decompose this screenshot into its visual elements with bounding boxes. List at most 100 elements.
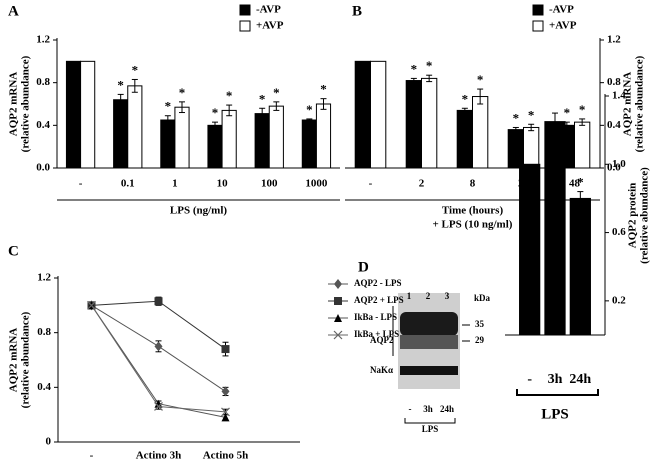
significance: * [462,91,469,106]
bar [301,119,317,169]
legend-swatch [239,4,251,16]
y-tick-label: 1.2 [37,272,51,284]
bar [113,99,129,169]
y-tick-label: 1.2 [36,34,50,46]
y-tick-label: 1.0 [612,158,626,170]
marker-label: 29 [475,335,485,345]
bar [80,60,96,169]
bar [127,85,143,169]
y-tick-label: 0.8 [607,76,621,88]
legend-label: IkBa + LPS [354,329,399,339]
condition-label: 3h [423,404,433,414]
marker [221,345,230,354]
bar [268,105,284,169]
bar [160,119,176,169]
bar [574,121,591,169]
significance: * [528,107,535,122]
x-tick-label: - [527,372,532,387]
y-tick-label: 0.8 [36,76,50,88]
x-tick-label: 10 [217,178,229,190]
error-bar [178,101,185,114]
blot-band [400,312,458,336]
legend-label: +AVP [256,20,284,32]
legend-label: IkBa - LPS [354,312,397,322]
marker [154,297,163,306]
significance: * [411,61,418,76]
blot: 1 2 3 kDa 35 29 AQP2 NaKα - 3h 24h LPS [370,291,491,434]
marker [221,407,230,417]
marker-stroke [87,300,96,310]
y-tick-label: 0.4 [36,119,50,131]
x-tick-label: 24h [569,372,591,387]
error-bar [577,191,584,206]
bar [315,103,332,169]
condition-label: - [409,404,412,414]
x-tick-label: 100 [261,178,278,190]
lane-label: 2 [426,291,431,301]
bar [405,80,423,169]
x-tick-label: - [79,178,83,190]
error-bar [273,101,280,111]
significance: * [132,62,139,77]
band-label: NaKα [370,365,393,375]
y-tick-label: 0.0 [607,162,621,174]
condition-label: 24h [440,404,454,414]
error-bar [131,78,138,93]
bar [523,126,540,169]
marker-label: 35 [475,319,485,329]
x-axis-label: + LPS (10 ng/ml) [433,219,513,231]
marker [221,413,230,422]
x-tick-label: - [369,178,373,190]
panel-letter: C [8,243,19,259]
y-axis-label: (relative abundance) [20,55,32,152]
x-tick-label: 48 [569,178,581,190]
bar [254,113,270,169]
legend-marker [333,330,343,340]
legend-swatch [532,4,544,16]
bar [207,124,223,169]
legend-swatch [239,20,251,32]
y-tick-label: 0.2 [612,294,626,306]
marker-stroke [333,330,343,340]
significance: * [306,102,313,117]
y-axis-label: AQP2 mRNA [8,72,20,137]
error-bar [320,98,327,110]
y-axis-label: (relative abundance) [20,311,32,408]
y-tick-label: 0.4 [37,381,51,393]
significance: * [273,85,280,100]
legend-label: -AVP [549,4,574,16]
significance: * [564,105,571,120]
bar [519,163,541,336]
error-bar [259,107,266,120]
panel-letter: A [8,3,19,19]
x-tick-label: 1 [172,178,178,190]
marker-stroke [221,407,230,417]
x-tick-label: Actino 5h [203,450,249,462]
legend-marker [334,279,342,289]
legend-marker [334,297,342,305]
error-bar [117,93,124,106]
treatment-bracket [404,418,456,424]
x-tick-label: - [90,450,94,462]
lane-label: 3 [445,291,450,301]
bar [456,109,474,169]
bar [221,109,237,169]
marker [154,402,163,411]
x-tick-label: 3h [548,372,563,387]
y-axis-label: (relative abundance) [639,167,651,264]
bar [472,96,489,169]
y-axis-label: AQP2 mRNA [622,72,634,137]
x-tick-label: Actino 3h [136,450,182,462]
x-tick-label: 0.1 [121,178,135,190]
significance: * [212,105,219,120]
significance: * [165,99,172,114]
error-bar [461,107,468,114]
bar [507,129,525,169]
significance: * [579,102,586,117]
legend-label: +AVP [549,20,577,32]
unit-label: kDa [474,293,491,303]
y-tick-label: 0 [46,436,52,448]
x-label-bracket [516,389,599,396]
panel-letter: D [358,259,369,275]
